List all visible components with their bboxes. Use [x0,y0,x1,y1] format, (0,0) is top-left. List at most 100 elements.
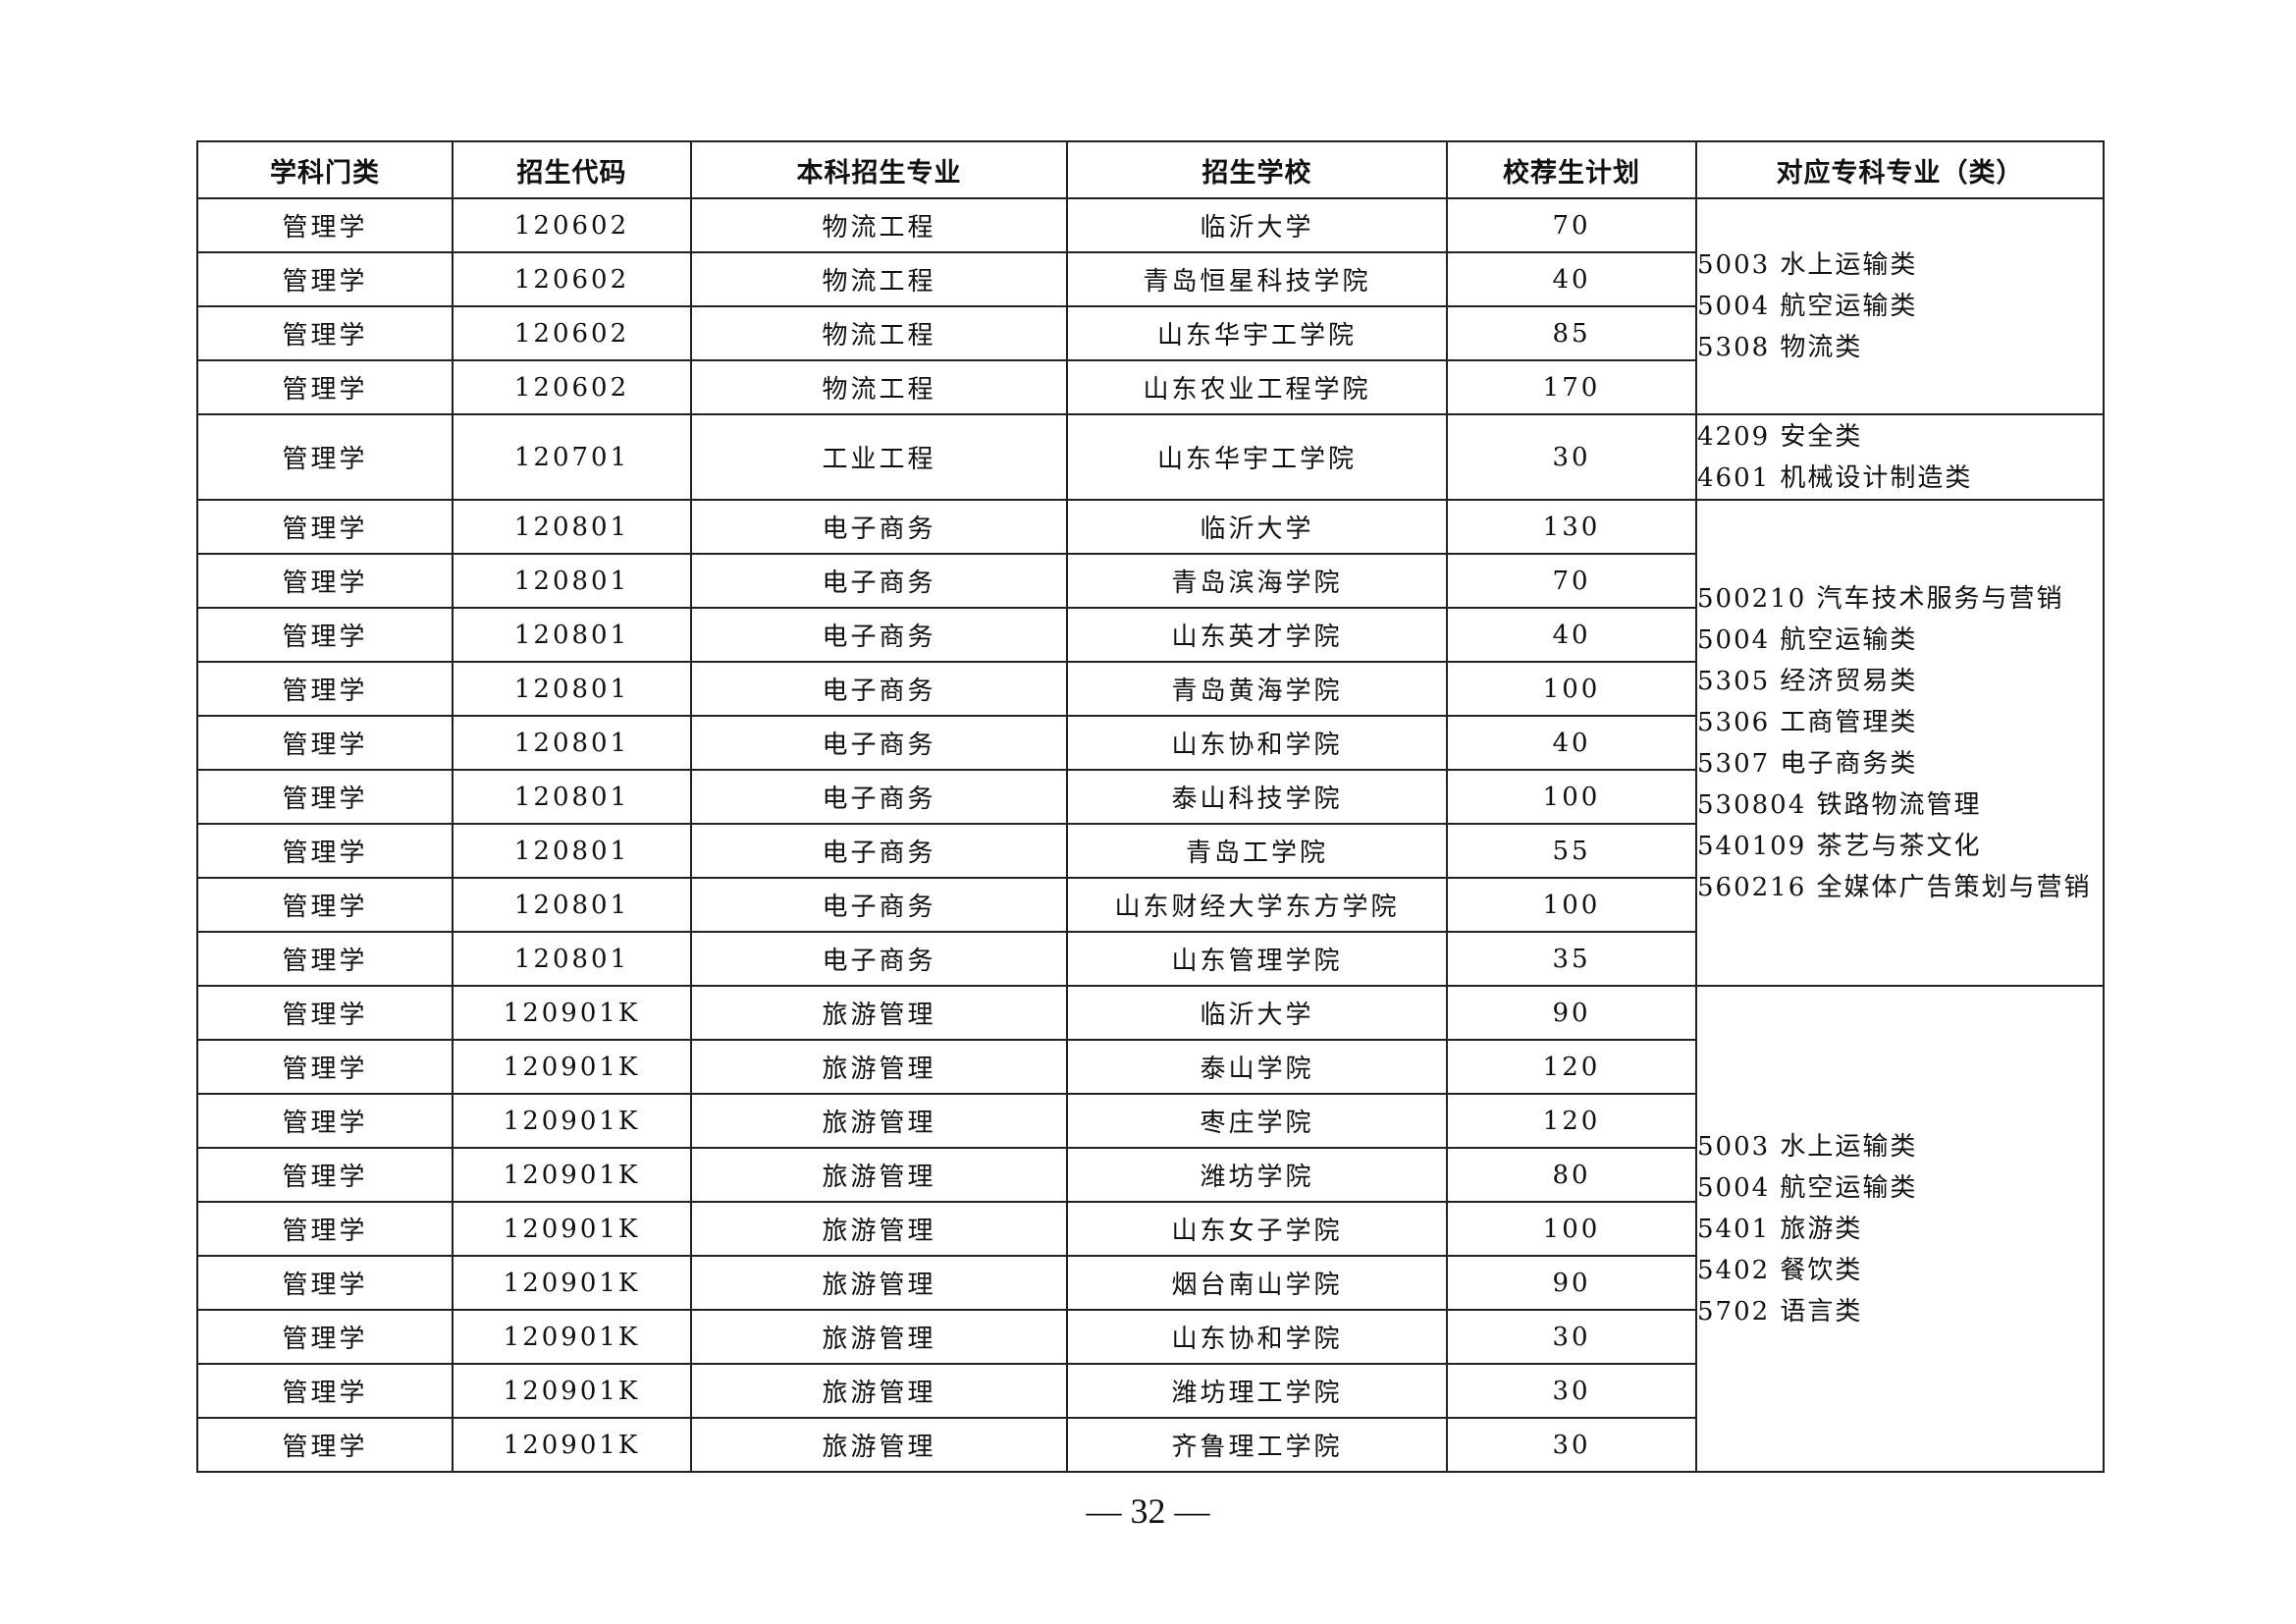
code-cell: 120901K [452,1255,692,1311]
code-cell: 120901K [452,1093,692,1149]
table-row: 管理学 120701 工业工程 山东华宇工学院 30 4209 安全类 4601 机械设计制… [196,413,2105,501]
table-row: 管理学 120901K 旅游管理 齐鲁理工学院 30 [196,1417,2104,1473]
plan-cell: 100 [1446,877,1697,933]
code-cell: 120901K [452,1039,692,1095]
plan-cell: 70 [1446,197,1697,253]
table-row: 管理学 120901K 旅游管理 潍坊学院 80 [196,1147,2104,1203]
major-cell: 物流工程 [690,197,1068,253]
code-cell: 120801 [452,499,692,555]
code-cell: 120901K [452,1363,692,1419]
school-cell: 青岛滨海学院 [1066,553,1448,609]
discipline-cell: 管理学 [196,661,454,717]
code-cell: 120602 [452,305,692,361]
major-cell: 旅游管理 [690,1255,1068,1311]
discipline-cell: 管理学 [196,877,454,933]
discipline-cell: 管理学 [196,715,454,771]
column-header: 学科门类 [196,140,454,199]
plan-cell: 30 [1446,413,1697,501]
school-cell: 临沂大学 [1066,197,1448,253]
major-cell: 旅游管理 [690,1093,1068,1149]
code-cell: 120901K [452,1147,692,1203]
table-row: 管理学 120602 物流工程 山东华宇工学院 85 [196,305,2104,361]
plan-cell: 85 [1446,305,1697,361]
table-row: 管理学 120602 物流工程 临沂大学 70 5003 水上运输类 5004 航空运输类 5… [196,197,2105,415]
code-cell: 120602 [452,359,692,415]
school-cell: 临沂大学 [1066,499,1448,555]
code-cell: 120901K [452,1309,692,1365]
school-cell: 山东英才学院 [1066,607,1448,663]
specialty-item: 500210 汽车技术服务与营销 [1697,583,2064,614]
plan-cell: 40 [1446,715,1697,771]
specialty-item: 5004 航空运输类 [1697,624,1918,655]
discipline-cell: 管理学 [196,305,454,361]
column-header: 招生学校 [1066,140,1448,199]
school-cell: 山东华宇工学院 [1066,305,1448,361]
code-cell: 120901K [452,1417,692,1473]
school-cell: 山东协和学院 [1066,1309,1448,1365]
discipline-cell: 管理学 [196,931,454,987]
plan-cell: 90 [1446,985,1697,1041]
plan-cell: 30 [1446,1417,1697,1473]
specialty-item: 560216 全媒体广告策划与营销 [1697,872,2092,902]
discipline-cell: 管理学 [196,985,454,1041]
plan-cell: 80 [1446,1147,1697,1203]
code-cell: 120801 [452,823,692,879]
discipline-cell: 管理学 [196,607,454,663]
discipline-cell: 管理学 [196,1093,454,1149]
major-cell: 旅游管理 [690,985,1068,1041]
school-cell: 青岛黄海学院 [1066,661,1448,717]
table-row: 管理学 120801 电子商务 山东财经大学东方学院 100 [196,877,2104,933]
discipline-cell: 管理学 [196,1039,454,1095]
school-cell: 泰山科技学院 [1066,769,1448,825]
table-row: 管理学 120801 电子商务 青岛工学院 55 [196,823,2104,879]
major-cell: 物流工程 [690,359,1068,415]
code-cell: 120801 [452,769,692,825]
major-cell: 旅游管理 [690,1039,1068,1095]
column-header: 校荐生计划 [1446,140,1697,199]
discipline-cell: 管理学 [196,499,454,555]
table-row: 管理学 120901K 旅游管理 山东女子学院 100 [196,1201,2104,1257]
specialty-cell: 5003 水上运输类 5004 航空运输类 5401 旅游类 5402 餐饮类 5702… [1695,985,2105,1473]
table-row: 管理学 120801 电子商务 临沂大学 130 500210 汽车技术服务与营销 5004… [196,499,2105,987]
major-cell: 电子商务 [690,931,1068,987]
code-cell: 120901K [452,1201,692,1257]
school-cell: 潍坊理工学院 [1066,1363,1448,1419]
table-header-row: 学科门类 招生代码 本科招生专业 招生学校 校荐生计划 对应专科专业（类） [196,140,2105,199]
code-cell: 120901K [452,985,692,1041]
specialty-item: 5702 语言类 [1697,1296,1863,1326]
school-cell: 泰山学院 [1066,1039,1448,1095]
table-row: 管理学 120901K 旅游管理 烟台南山学院 90 [196,1255,2104,1311]
specialty-item: 5003 水上运输类 [1697,250,1918,280]
specialty-item: 5402 餐饮类 [1697,1255,1863,1285]
school-cell: 青岛工学院 [1066,823,1448,879]
school-cell: 潍坊学院 [1066,1147,1448,1203]
table-row: 管理学 120801 电子商务 山东管理学院 35 [196,931,2104,987]
major-cell: 电子商务 [690,607,1068,663]
table-row: 管理学 120801 电子商务 山东协和学院 40 [196,715,2104,771]
major-cell: 电子商务 [690,499,1068,555]
specialty-item: 4601 机械设计制造类 [1697,462,1973,493]
table-row: 管理学 120901K 旅游管理 临沂大学 90 5003 水上运输类 5004 航空运输类… [196,985,2105,1473]
school-cell: 临沂大学 [1066,985,1448,1041]
plan-cell: 40 [1446,251,1697,307]
column-header: 本科招生专业 [690,140,1068,199]
plan-cell: 100 [1446,769,1697,825]
discipline-cell: 管理学 [196,1147,454,1203]
plan-cell: 30 [1446,1363,1697,1419]
code-cell: 120801 [452,661,692,717]
code-cell: 120801 [452,931,692,987]
plan-cell: 100 [1446,661,1697,717]
table-row: 管理学 120602 物流工程 青岛恒星科技学院 40 [196,251,2104,307]
major-cell: 电子商务 [690,769,1068,825]
plan-cell: 120 [1446,1093,1697,1149]
major-cell: 物流工程 [690,305,1068,361]
table-row: 管理学 120901K 旅游管理 泰山学院 120 [196,1039,2104,1095]
specialty-item: 5307 电子商务类 [1697,748,1918,779]
major-cell: 电子商务 [690,715,1068,771]
school-cell: 青岛恒星科技学院 [1066,251,1448,307]
major-cell: 旅游管理 [690,1309,1068,1365]
specialty-item: 5308 物流类 [1697,333,1863,362]
school-cell: 枣庄学院 [1066,1093,1448,1149]
discipline-cell: 管理学 [196,359,454,415]
major-cell: 电子商务 [690,877,1068,933]
